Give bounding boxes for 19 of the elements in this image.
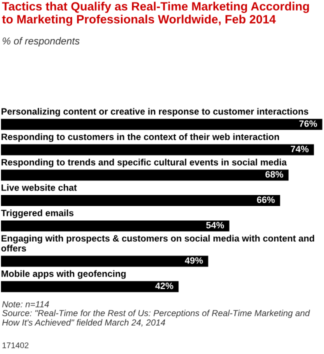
- y-tick-label: Mobile apps with geofencing: [2, 270, 126, 279]
- chart-title: Tactics that Qualify as Real-Time Marketing According to Marketing Professionals Worldwide, Feb 2014: [2, 2, 309, 26]
- data-label: 66%: [256, 196, 275, 203]
- y-tick-label: Personalizing content or creative in response to customer interactions: [2, 108, 308, 117]
- chart-subtitle: % of respondents: [2, 37, 80, 46]
- y-tick-label: Responding to trends and specific cultural events in social media: [2, 158, 287, 168]
- data-label: 42%: [155, 282, 174, 290]
- y-tick-label: Live website chat: [2, 184, 77, 191]
- text: 171402: [2, 342, 28, 348]
- y-tick-label: Engaging with prospects & customers on social media with content and offers: [1, 234, 314, 252]
- text: Note: n=114: [2, 301, 49, 308]
- data-label: 76%: [299, 120, 318, 127]
- source-note: Source: "Real-Time for the Rest of Us: Perceptions of Real-Time Marketing and How It's Achieved" fielded March 24, 2014: [2, 310, 310, 327]
- data-label: 74%: [290, 146, 309, 152]
- data-label: 49%: [184, 257, 203, 264]
- data-label: 68%: [265, 171, 284, 178]
- y-tick-label: Responding to customers in the context of their web interaction: [2, 133, 279, 142]
- y-tick-label: Triggered emails: [1, 209, 74, 218]
- data-label: 54%: [206, 222, 224, 228]
